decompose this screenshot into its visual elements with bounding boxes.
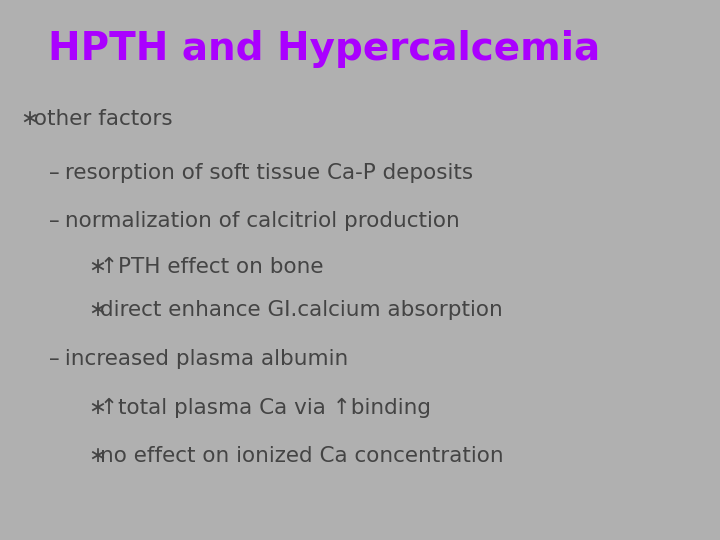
Text: ∗: ∗ [21, 109, 39, 129]
Text: increased plasma albumin: increased plasma albumin [58, 349, 348, 369]
Text: other factors: other factors [27, 109, 173, 129]
Text: ∗: ∗ [88, 397, 106, 418]
Text: –: – [50, 349, 60, 369]
Text: ∗: ∗ [88, 446, 106, 467]
Text: –: – [50, 163, 60, 183]
Text: direct enhance GI.calcium absorption: direct enhance GI.calcium absorption [99, 300, 503, 321]
Text: no effect on ionized Ca concentration: no effect on ionized Ca concentration [99, 446, 503, 467]
Text: ↑PTH effect on bone: ↑PTH effect on bone [99, 257, 323, 278]
Text: ↑total plasma Ca via ↑binding: ↑total plasma Ca via ↑binding [99, 397, 431, 418]
Text: ∗: ∗ [88, 300, 106, 321]
Text: –: – [50, 211, 60, 232]
Text: HPTH and Hypercalcemia: HPTH and Hypercalcemia [48, 30, 600, 68]
Text: ∗: ∗ [88, 257, 106, 278]
Text: resorption of soft tissue Ca-P deposits: resorption of soft tissue Ca-P deposits [58, 163, 474, 183]
Text: normalization of calcitriol production: normalization of calcitriol production [58, 211, 460, 232]
